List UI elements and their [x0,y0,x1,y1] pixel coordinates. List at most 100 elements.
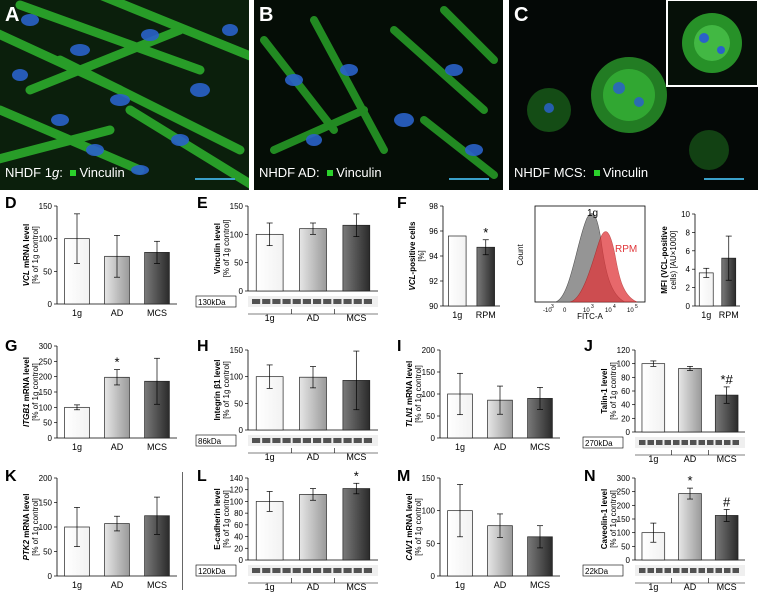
y-tick-label: 0 [239,287,244,296]
caption-a: NHDF 1g: Vinculin [5,165,125,180]
y-tick-label: 100 [617,529,631,538]
category-label: AD [111,580,124,590]
caption-a-rest: : [59,165,63,180]
blot-band [252,438,261,443]
panel-label-d: D [5,195,17,212]
bar [678,368,702,433]
panel-label-n: N [584,468,596,485]
flow-tick-exp-2: 3 [591,304,594,310]
blot-band [343,568,352,573]
category-label: MCS [530,442,550,452]
y-axis-label: VCL mRNA level [22,224,31,286]
blot-size-box [195,295,237,308]
flow-tick-2: 10 [583,308,590,314]
bar [104,523,130,577]
blot-band [323,299,332,304]
blot-band [664,440,671,445]
y-tick-label: 40 [621,401,630,410]
flow-tick-exp-3: 4 [613,304,616,310]
y-tick-label: 120 [617,346,631,355]
chart-j: 0 20 40 60 80 100 120 Talin-1 level [% of 1g con… [582,346,745,464]
micrograph-c: C NHDF MCS: Vinculin [509,0,758,190]
y-tick-label: 50 [43,419,52,428]
y-axis-label-unit: [% of 1g control] [609,490,618,548]
chart-m: 0 50 100 150 CAV1 mRNA level [% of 1g control… [405,474,560,590]
caption-b-cell: NHDF AD: [259,165,320,180]
y-tick-label: 150 [617,515,631,524]
y-tick-label: 0 [239,556,244,565]
caption-a-cell: NHDF 1 [5,165,52,180]
bar [104,376,130,439]
category-label: RPM [719,310,739,320]
y-tick-label: 0 [431,434,436,443]
panel-label-l: L [197,468,207,485]
y-axis-label-gene: TLN1 [405,407,414,428]
y-tick-label: 80 [234,509,243,518]
y-axis-label: CAV1 mRNA level [405,493,414,560]
green-square-icon [327,170,334,177]
category-label: MCS [147,308,167,318]
y-tick-label: 140 [230,474,244,483]
blot-band [282,299,291,304]
y-axis-label-gene: CAV1 [405,539,414,560]
y-tick-label: 2 [686,284,691,293]
category-label: AD [494,580,507,590]
y-axis-label: Vinculin level [213,223,222,274]
green-square-icon [593,170,600,177]
bar [64,406,90,439]
caption-c: NHDF MCS: Vinculin [514,165,648,180]
scale-bar [449,178,489,180]
blot-band [282,438,291,443]
caption-b: NHDF AD: Vinculin [259,165,382,180]
y-tick-label: 60 [234,521,243,530]
flow-tick-4: 10 [627,308,634,314]
chart-i: 0 50 100 150 200 TLN1 mRNA level [% of 1g cont… [405,346,560,452]
bar [714,515,739,561]
blot-size-box [582,564,624,577]
panel-label-c: C [514,4,529,26]
y-tick-label: 0 [48,300,53,309]
y-tick-label: 0 [239,426,244,435]
y-tick-label: 0 [431,572,436,581]
category-label: MCS [346,313,366,323]
category-label: 1g [72,580,82,590]
blot-band [353,299,362,304]
blot-band [262,438,271,443]
y-axis-label-unit: cells) [AU×1000] [669,231,678,290]
panel-label-b: B [259,4,274,26]
chart-k: 0 50 100 150 200 PTK2 mRNA level [% of 1g cont… [22,474,177,590]
blot-band [647,440,654,445]
blot-size-box [582,436,624,449]
flow-rpm-peak [569,231,638,303]
bar [144,515,170,577]
blot-band [698,568,705,573]
blot-band [724,440,731,445]
blot-band [656,440,663,445]
y-axis-label-gene: VCL [22,270,31,286]
category-label: 1g [72,442,82,452]
category-label: 1g [265,582,275,592]
y-tick-label: 50 [43,548,52,557]
panel-label-i: I [397,338,402,355]
flow-histogram-svg: 1g RPM FITC-A Count -10 0 10 10 10 3 3 4… [516,205,646,321]
y-axis-label-gene: PTK2 [22,539,31,560]
bar [698,272,714,307]
category-label: 1g [455,442,465,452]
blot-band [353,568,362,573]
y-axis-label-main: Integrin β1 level [213,360,222,421]
y-axis-label: MFI (VCL-positive [660,226,669,294]
flow-histogram: 1g RPM FITC-A Count -10 0 10 10 10 3 3 4… [515,200,650,321]
blot-band [690,568,697,573]
blot-band [282,568,291,573]
blot-band [724,568,731,573]
blot-band [673,568,680,573]
y-tick-label: 8 [686,228,691,237]
y-tick-label: 0 [686,302,691,311]
micrograph-b-image [254,0,503,190]
y-tick-label: 120 [230,486,244,495]
chart-e: 0 50 100 150 Vinculin level [% of 1g control]… [195,202,378,323]
y-tick-label: 94 [429,252,438,261]
y-axis-label-main: mRNA level [22,494,31,540]
blot-band [292,568,301,573]
y-axis-label-main: mRNA level [22,357,31,403]
